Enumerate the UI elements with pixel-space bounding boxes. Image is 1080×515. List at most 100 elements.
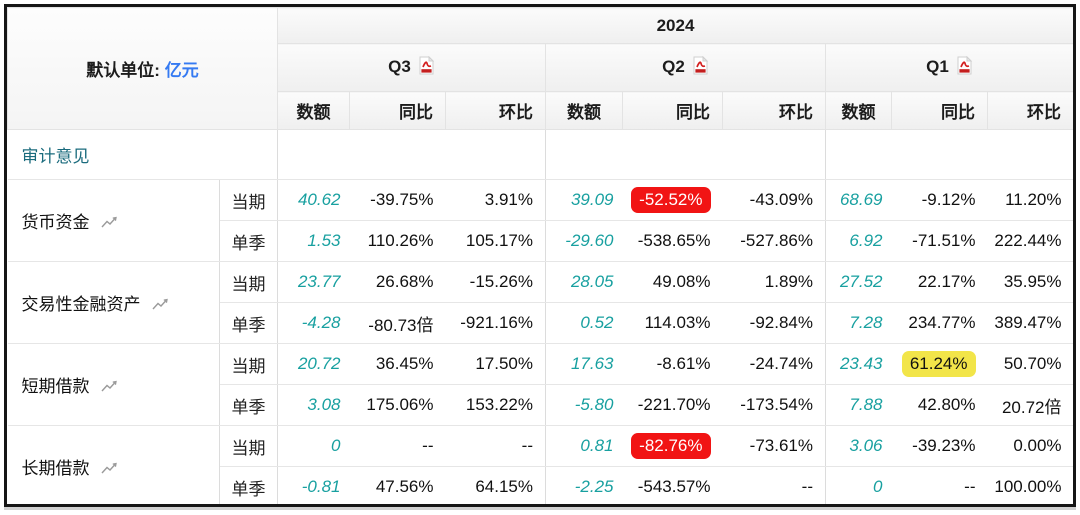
period-type-cell: 当期	[219, 343, 278, 385]
yoy-cell: 114.03%	[622, 302, 723, 344]
amount-cell: 6.92	[825, 220, 892, 262]
yoy-cell: -221.70%	[622, 384, 723, 426]
amount-cell: 1.53	[277, 220, 350, 262]
yoy-cell: -82.76%	[622, 425, 723, 467]
col-amount: 数额	[545, 91, 623, 130]
amount-cell: -5.80	[545, 384, 623, 426]
audit-opinion-row: 审计意见	[7, 129, 1073, 180]
period-type-cell: 当期	[219, 179, 278, 221]
trend-chart-icon[interactable]	[151, 296, 170, 316]
qoq-cell: 1.89%	[722, 261, 826, 303]
amount-cell: 0.52	[545, 302, 623, 344]
audit-empty-q1	[825, 129, 1073, 180]
unit-value-link[interactable]: 亿元	[164, 61, 199, 80]
yoy-cell: 175.06%	[349, 384, 446, 426]
qoq-cell: -43.09%	[722, 179, 826, 221]
yoy-cell: 36.45%	[349, 343, 446, 385]
col-qoq: 环比	[722, 91, 826, 130]
qoq-cell: 222.44%	[987, 220, 1073, 262]
yoy-cell: -80.73倍	[349, 302, 446, 344]
amount-cell: 3.08	[277, 384, 350, 426]
qoq-cell: -73.61%	[722, 425, 826, 467]
amount-cell: 39.09	[545, 179, 623, 221]
col-qoq: 环比	[445, 91, 546, 130]
yoy-cell: -52.52%	[622, 179, 723, 221]
audit-opinion-label[interactable]: 审计意见	[7, 129, 278, 180]
quarter-header-q1: Q1	[824, 43, 1073, 92]
red-highlight-badge: -52.52%	[631, 187, 711, 213]
period-type-cell: 当期	[219, 425, 278, 467]
quarter-label: Q3	[388, 56, 411, 76]
qoq-cell: -24.74%	[722, 343, 826, 385]
table-row: 单季 1.53 110.26% 105.17% -29.60 -538.65% -527.8…	[8, 220, 1073, 262]
pdf-icon[interactable]	[956, 55, 973, 80]
qoq-cell: 20.72倍	[987, 384, 1073, 426]
quarter-header-q2: Q2	[545, 43, 826, 92]
qoq-cell: 100.00%	[987, 466, 1073, 504]
yoy-cell: -39.75%	[349, 179, 446, 221]
trend-chart-icon[interactable]	[100, 460, 119, 480]
audit-empty-q3	[277, 129, 546, 180]
qoq-cell: 64.15%	[445, 466, 546, 504]
row-label-text: 长期借款	[21, 458, 90, 478]
amount-cell: 68.69	[825, 179, 892, 221]
amount-cell: 0	[825, 466, 892, 504]
period-type-cell: 单季	[219, 302, 278, 344]
pdf-icon[interactable]	[418, 55, 435, 80]
yoy-cell: 42.80%	[891, 384, 988, 426]
pdf-icon[interactable]	[692, 55, 709, 80]
col-yoy: 同比	[891, 91, 988, 130]
financial-table-panel: 默认单位: 亿元 2024 Q3 Q2 Q1 数额 同比 环比 数额 同比 环比…	[4, 4, 1076, 507]
year-header: 2024	[276, 7, 1073, 44]
trend-chart-icon[interactable]	[100, 378, 119, 398]
row-label: 短期借款	[7, 343, 220, 426]
amount-cell: -29.60	[545, 220, 623, 262]
amount-cell: 40.62	[277, 179, 350, 221]
amount-cell: -0.81	[277, 466, 350, 504]
year-header-row: 默认单位: 亿元 2024	[7, 7, 1073, 130]
amount-cell: 23.77	[277, 261, 350, 303]
row-label-text: 货币资金	[21, 212, 90, 232]
qoq-cell: 389.47%	[987, 302, 1073, 344]
yoy-cell: 61.24%	[891, 343, 988, 385]
yoy-cell: -39.23%	[891, 425, 988, 467]
col-amount: 数额	[277, 91, 350, 130]
yoy-cell: -9.12%	[891, 179, 988, 221]
red-highlight-badge: -82.76%	[631, 433, 711, 459]
table-row: 单季 -4.28 -80.73倍 -921.16% 0.52 114.03% -92.84%…	[8, 302, 1073, 344]
amount-cell: -2.25	[545, 466, 623, 504]
audit-empty-q2	[545, 129, 826, 180]
amount-cell: 7.88	[825, 384, 892, 426]
yoy-cell: -8.61%	[622, 343, 723, 385]
qoq-cell: 17.50%	[445, 343, 546, 385]
row-label: 长期借款	[7, 425, 220, 504]
amount-cell: 27.52	[825, 261, 892, 303]
yoy-cell: --	[891, 466, 988, 504]
qoq-cell: 153.22%	[445, 384, 546, 426]
yoy-cell: --	[349, 425, 446, 467]
quarter-header-row: Q3 Q2 Q1	[8, 43, 1073, 92]
period-type-cell: 当期	[219, 261, 278, 303]
amount-cell: -4.28	[277, 302, 350, 344]
table-row: 单季 3.08 175.06% 153.22% -5.80 -221.70% -173.54…	[8, 384, 1073, 426]
row-label-text: 交易性金融资产	[21, 294, 141, 314]
qoq-cell: 35.95%	[987, 261, 1073, 303]
qoq-cell: --	[722, 466, 826, 504]
amount-cell: 0.81	[545, 425, 623, 467]
trend-chart-icon[interactable]	[100, 214, 119, 234]
yoy-cell: 234.77%	[891, 302, 988, 344]
yoy-cell: 49.08%	[622, 261, 723, 303]
quarter-label: Q1	[926, 56, 949, 76]
quarterly-financial-table: 默认单位: 亿元 2024 Q3 Q2 Q1 数额 同比 环比 数额 同比 环比…	[7, 7, 1073, 504]
table-row: 长期借款 当期 0 -- -- 0.81 -82.76% -73.61% 3.06 -39.23%…	[7, 425, 1073, 504]
qoq-cell: -92.84%	[722, 302, 826, 344]
yoy-cell: -538.65%	[622, 220, 723, 262]
table-row: 单季 -0.81 47.56% 64.15% -2.25 -543.57% -- 0 -- 100…	[8, 466, 1073, 504]
col-amount: 数额	[825, 91, 892, 130]
row-label: 交易性金融资产	[7, 261, 220, 344]
qoq-cell: --	[445, 425, 546, 467]
qoq-cell: -527.86%	[722, 220, 826, 262]
yoy-cell: -71.51%	[891, 220, 988, 262]
yoy-cell: 47.56%	[349, 466, 446, 504]
amount-cell: 7.28	[825, 302, 892, 344]
